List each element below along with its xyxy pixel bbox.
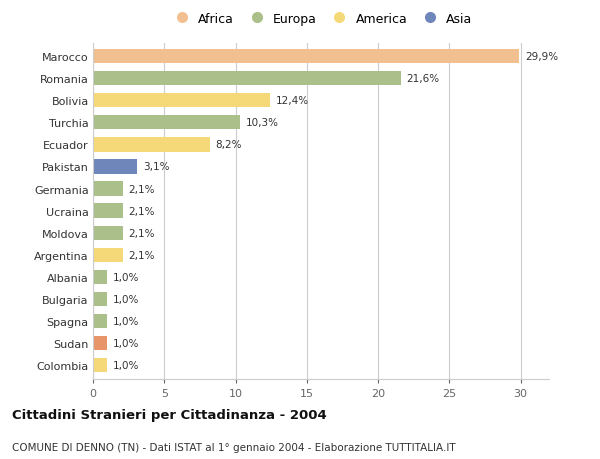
Text: 12,4%: 12,4%: [275, 96, 308, 106]
Bar: [93, 72, 401, 86]
Text: 8,2%: 8,2%: [215, 140, 242, 150]
Bar: [93, 116, 240, 130]
Legend: Africa, Europa, America, Asia: Africa, Europa, America, Asia: [164, 8, 478, 31]
Text: 21,6%: 21,6%: [407, 74, 440, 84]
Text: 1,0%: 1,0%: [113, 360, 139, 370]
Text: 3,1%: 3,1%: [143, 162, 169, 172]
Text: 1,0%: 1,0%: [113, 294, 139, 304]
Text: 10,3%: 10,3%: [245, 118, 278, 128]
Text: Cittadini Stranieri per Cittadinanza - 2004: Cittadini Stranieri per Cittadinanza - 2…: [12, 408, 327, 421]
Text: 29,9%: 29,9%: [525, 52, 558, 62]
Text: 1,0%: 1,0%: [113, 272, 139, 282]
Bar: [93, 138, 210, 152]
Bar: [93, 204, 123, 218]
Bar: [93, 94, 270, 108]
Text: COMUNE DI DENNO (TN) - Dati ISTAT al 1° gennaio 2004 - Elaborazione TUTTITALIA.I: COMUNE DI DENNO (TN) - Dati ISTAT al 1° …: [12, 442, 455, 452]
Text: 2,1%: 2,1%: [128, 206, 155, 216]
Text: 2,1%: 2,1%: [128, 184, 155, 194]
Bar: [93, 314, 107, 329]
Bar: [93, 182, 123, 196]
Bar: [93, 160, 137, 174]
Bar: [93, 226, 123, 241]
Text: 2,1%: 2,1%: [128, 250, 155, 260]
Bar: [93, 292, 107, 307]
Bar: [93, 270, 107, 285]
Text: 2,1%: 2,1%: [128, 228, 155, 238]
Bar: [93, 50, 519, 64]
Text: 1,0%: 1,0%: [113, 316, 139, 326]
Bar: [93, 358, 107, 373]
Text: 1,0%: 1,0%: [113, 338, 139, 348]
Bar: [93, 336, 107, 351]
Bar: [93, 248, 123, 263]
